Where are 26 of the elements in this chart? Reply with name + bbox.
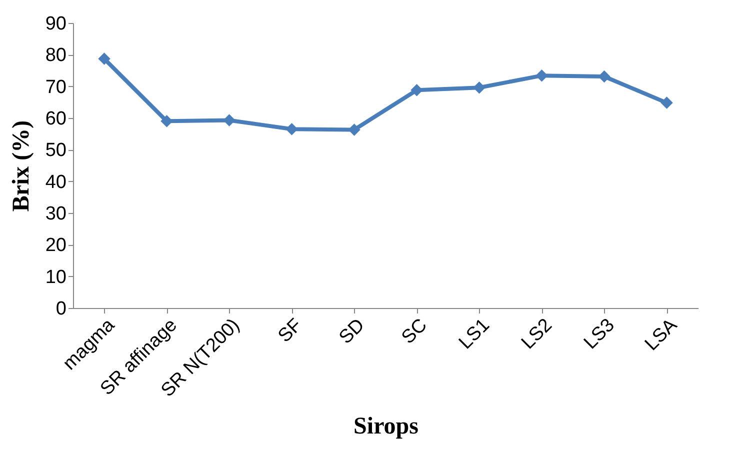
x-tick-label: LS1 — [455, 314, 494, 354]
x-tick-label: SF — [274, 314, 306, 347]
point — [98, 52, 110, 65]
point — [598, 70, 610, 83]
y-tick-label: 60 — [45, 108, 66, 130]
point — [410, 84, 423, 96]
point — [473, 81, 486, 94]
y-tick-label: 40 — [45, 172, 66, 193]
x-tick-label: LSA — [641, 314, 682, 356]
y-tick-label: 50 — [45, 140, 66, 162]
x-tick-label: LS3 — [580, 314, 619, 354]
point — [660, 96, 673, 109]
x-axis-title: Sirops — [354, 414, 418, 440]
x-tick-label: SC — [398, 314, 432, 348]
point — [536, 69, 548, 82]
x-tick-label: LS2 — [518, 314, 556, 354]
y-tick-label: 80 — [45, 45, 66, 66]
y-tick-label: 0 — [56, 298, 66, 320]
x-tick-label: SD — [335, 314, 369, 348]
y-tick-label: 90 — [45, 14, 66, 34]
point — [286, 122, 298, 136]
y-tick-label: 70 — [45, 76, 66, 98]
y-tick-label: 30 — [45, 204, 66, 224]
y-axis-title: Brix (%) — [8, 120, 34, 212]
y-tick-label: 10 — [45, 266, 66, 288]
y-tick-label: 20 — [45, 235, 66, 256]
